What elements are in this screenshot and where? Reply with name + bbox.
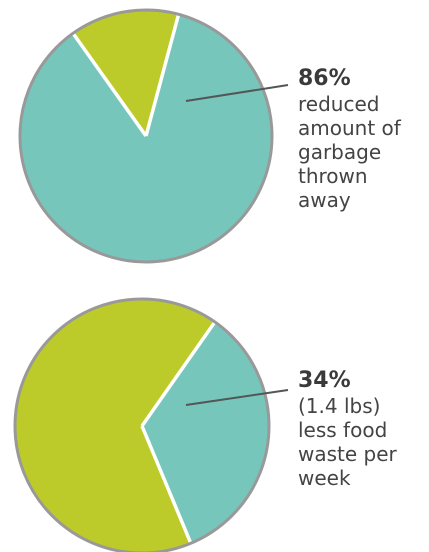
callout-food-waste-description: (1.4 lbs) less food waste per week xyxy=(298,394,397,490)
pie-chart-garbage xyxy=(18,8,289,264)
pie-2-slice-2 xyxy=(14,299,215,552)
pie-1-separator-1 xyxy=(144,13,181,137)
callout-food-waste: 34% (1.4 lbs) less food waste per week xyxy=(298,368,426,490)
pie-2-leader-line xyxy=(185,389,289,406)
callout-garbage-percent: 86% xyxy=(298,66,351,91)
callout-garbage: 86% reduced amount of garbage thrown awa… xyxy=(298,66,426,212)
pie-2-separator-1 xyxy=(140,320,217,428)
pie-1-separator-2 xyxy=(71,32,148,138)
pie-1-slice-2 xyxy=(73,9,179,136)
pie-1-slice-1 xyxy=(19,14,272,262)
pie-chart-food-waste xyxy=(13,297,289,552)
pie-2-outline xyxy=(13,297,271,552)
pie-2-slice-1 xyxy=(142,321,269,544)
pie-1-outline xyxy=(18,8,274,264)
pie-1-leader-line xyxy=(185,84,289,102)
pie-2-separator-2 xyxy=(140,425,193,544)
callout-food-waste-percent: 34% xyxy=(298,368,351,393)
callout-garbage-description: reduced amount of garbage thrown away xyxy=(298,92,401,212)
